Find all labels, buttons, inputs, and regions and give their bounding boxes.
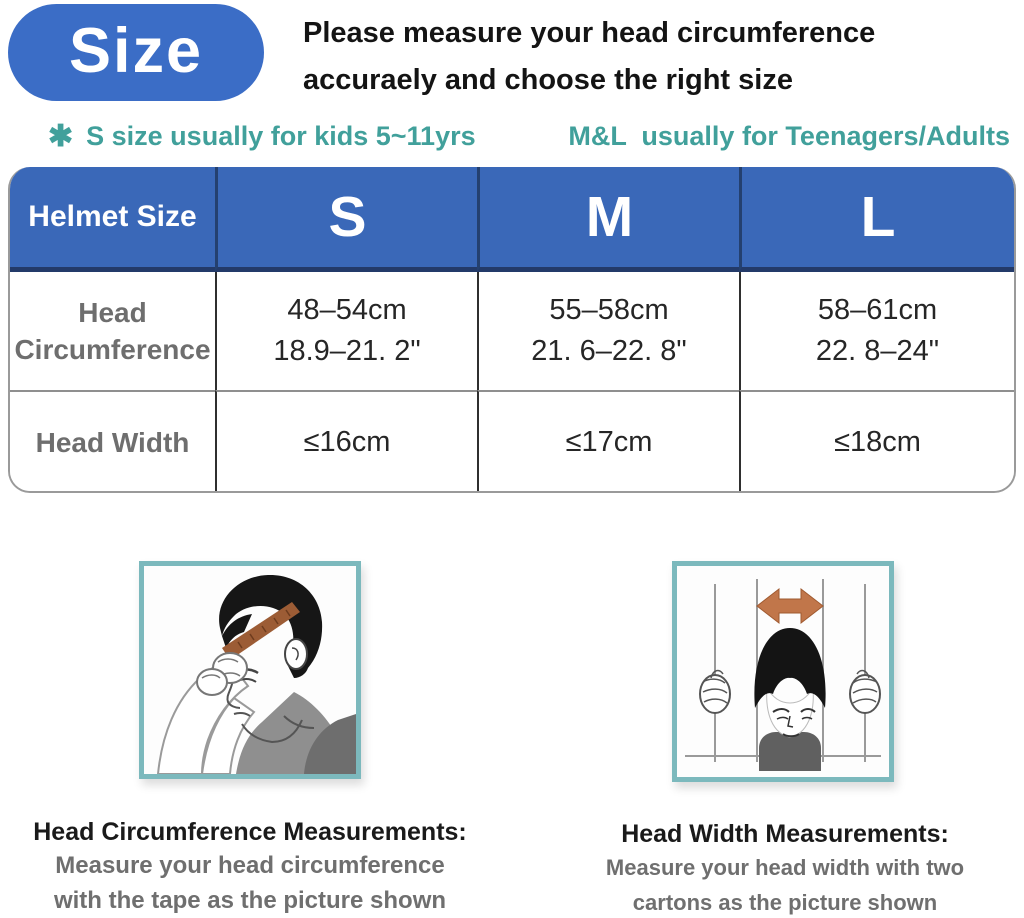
- cell-value-inch: 18.9–21. 2": [273, 335, 421, 367]
- circumference-caption-line: Measure your head circumference: [55, 852, 445, 879]
- width-caption: Head Width Measurements: Measure your he…: [556, 818, 1014, 918]
- row-label-line: Head Width: [35, 427, 190, 458]
- arm-outline: [200, 696, 256, 774]
- cell-value-cm: 58–61cm: [817, 294, 938, 326]
- cell-value-cm: ≤16cm: [303, 426, 391, 458]
- cell-value-inch: 22. 8–24": [815, 335, 940, 367]
- hair-fringe: [222, 614, 252, 648]
- row-label-line: Head: [78, 297, 147, 328]
- table-header-size-s: S: [215, 167, 477, 272]
- circumference-illustration-drawing: [144, 566, 356, 774]
- cell-value-cm: ≤18cm: [834, 426, 921, 458]
- tape-measure-marks: [237, 609, 291, 649]
- cell-circumference-m: 55–58cm 21. 6–22. 8": [477, 272, 739, 390]
- double-arrow-icon: [756, 587, 824, 625]
- circumference-caption: Head Circumference Measurements: Measure…: [10, 816, 490, 918]
- row-label-head-width: Head Width: [10, 390, 215, 491]
- page-title-line1: Please measure your head circumference: [303, 17, 876, 49]
- face-features: [772, 708, 816, 738]
- hair: [754, 628, 826, 708]
- width-caption-line: Measure your head width with two: [605, 855, 965, 880]
- table-header-size-m: M: [477, 167, 739, 272]
- size-note-adults-text: M&L usually for Teenagers/Adults: [568, 121, 1010, 151]
- star-icon: ✱: [48, 120, 74, 153]
- width-illustration-drawing: [677, 566, 889, 777]
- table-header-helmet-size: Helmet Size: [10, 167, 215, 272]
- table-header-size-l: L: [739, 167, 1014, 272]
- cell-value-cm: ≤17cm: [565, 426, 653, 458]
- shirt-sleeve: [304, 714, 356, 774]
- hands-holding-tape: [196, 652, 248, 696]
- cell-value-cm: 48–54cm: [287, 294, 407, 326]
- row-label-line: Circumference: [14, 334, 211, 365]
- cell-width-l: ≤18cm: [739, 390, 1014, 491]
- page-title-line2: accuraely and choose the right size: [303, 64, 793, 96]
- circumference-caption-line: with the tape as the picture shown: [53, 887, 447, 914]
- header-cell-label: S: [328, 185, 367, 249]
- hand-left: [699, 669, 731, 714]
- header-cell-label: M: [585, 185, 634, 249]
- size-note-kids-text: S size usually for kids 5~11yrs: [86, 121, 476, 151]
- row-label-head-circumference: Head Circumference: [10, 272, 215, 390]
- header-cell-label: L: [860, 185, 896, 249]
- cell-width-m: ≤17cm: [477, 390, 739, 491]
- ear-inner-line: [291, 647, 299, 661]
- width-caption-title: Head Width Measurements:: [621, 820, 949, 848]
- header-cell-label: Helmet Size: [28, 200, 197, 233]
- circumference-caption-title: Head Circumference Measurements:: [33, 818, 467, 846]
- size-badge: Size: [8, 4, 264, 101]
- size-table: Helmet Size S M L Head Circumference 48–…: [8, 167, 1016, 493]
- cell-circumference-s: 48–54cm 18.9–21. 2": [215, 272, 477, 390]
- size-note-kids: ✱ S size usually for kids 5~11yrs: [48, 119, 476, 154]
- cell-width-s: ≤16cm: [215, 390, 477, 491]
- width-caption-line: cartons as the picture shown: [632, 890, 938, 915]
- cell-value-cm: 55–58cm: [549, 294, 669, 326]
- page-title: Please measure your head circumference a…: [303, 10, 1018, 104]
- shirt: [759, 732, 821, 771]
- collar-line: [283, 715, 315, 729]
- cell-value-inch: 21. 6–22. 8": [531, 335, 687, 367]
- width-illustration: [672, 561, 894, 782]
- tape-measure: [222, 602, 300, 660]
- size-note: ✱ S size usually for kids 5~11yrs M&L us…: [48, 119, 1010, 154]
- ear: [284, 638, 308, 670]
- size-badge-label: Size: [68, 15, 204, 86]
- cell-circumference-l: 58–61cm 22. 8–24": [739, 272, 1014, 390]
- circumference-illustration: [139, 561, 361, 779]
- hand-right: [849, 669, 881, 714]
